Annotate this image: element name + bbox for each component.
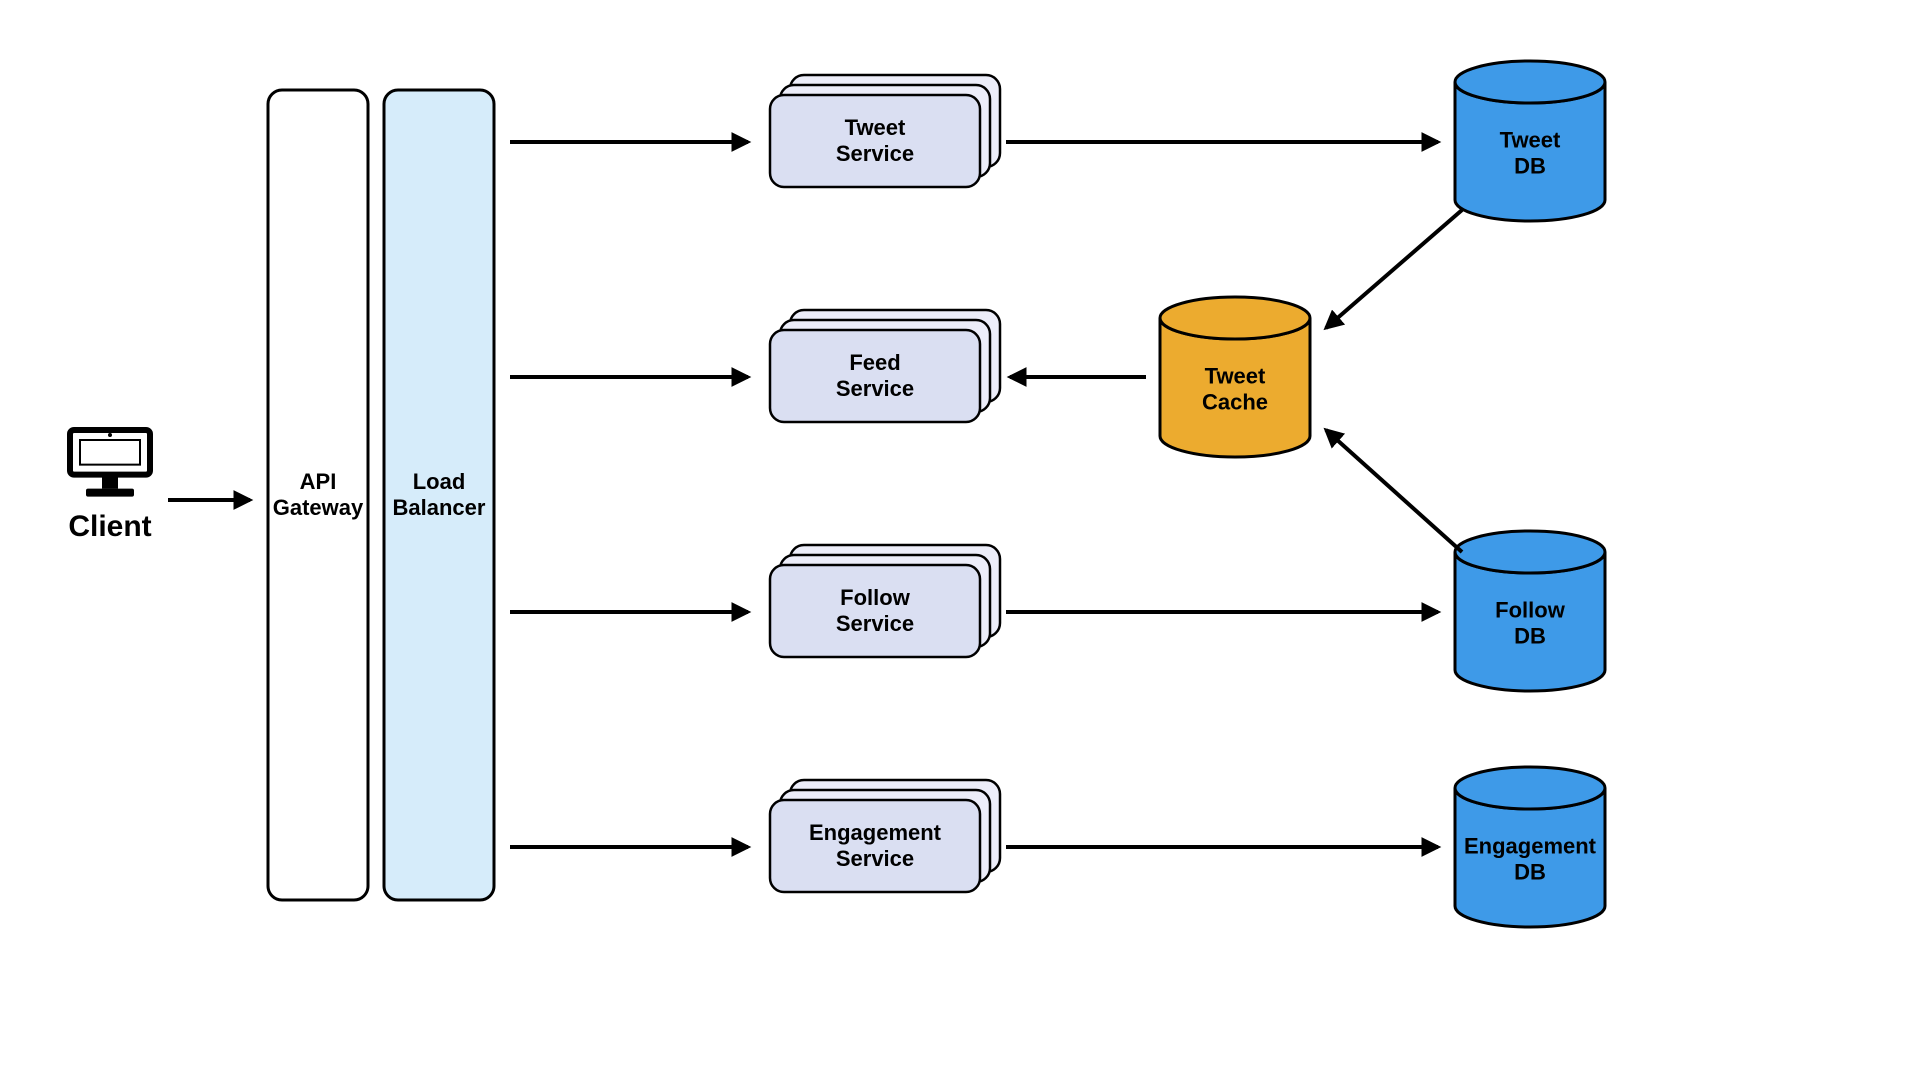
svg-text:Cache: Cache: [1202, 389, 1268, 414]
svg-text:Gateway: Gateway: [273, 495, 364, 520]
svg-text:Engagement: Engagement: [809, 820, 942, 845]
svg-text:Service: Service: [836, 846, 914, 871]
svg-text:Tweet: Tweet: [1500, 127, 1561, 152]
follow-service: FollowService: [770, 545, 1000, 657]
tweet-db: TweetDB: [1455, 61, 1605, 221]
engagement-service: EngagementService: [770, 780, 1000, 892]
followdb-to-cache: [1326, 430, 1462, 552]
architecture-diagram: ClientAPIGatewayLoadBalancerTweetService…: [0, 0, 1920, 1080]
tweetdb-to-cache: [1326, 210, 1462, 328]
engagement-db: EngagementDB: [1455, 767, 1605, 927]
svg-text:Client: Client: [68, 510, 151, 543]
svg-text:Balancer: Balancer: [393, 495, 486, 520]
svg-text:Tweet: Tweet: [1205, 363, 1266, 388]
follow-db: FollowDB: [1455, 531, 1605, 691]
svg-text:DB: DB: [1514, 153, 1546, 178]
svg-text:Follow: Follow: [1495, 597, 1566, 622]
svg-text:DB: DB: [1514, 623, 1546, 648]
svg-text:DB: DB: [1514, 859, 1546, 884]
svg-text:Load: Load: [413, 469, 466, 494]
svg-text:Service: Service: [836, 376, 914, 401]
client-icon: Client: [68, 430, 151, 543]
tweet-cache: TweetCache: [1160, 297, 1310, 457]
svg-text:Service: Service: [836, 141, 914, 166]
svg-text:Follow: Follow: [840, 585, 911, 610]
api_gateway: APIGateway: [268, 90, 368, 900]
svg-text:Feed: Feed: [849, 350, 900, 375]
svg-text:Tweet: Tweet: [845, 115, 906, 140]
svg-text:Service: Service: [836, 611, 914, 636]
tweet-service: TweetService: [770, 75, 1000, 187]
svg-text:API: API: [300, 469, 337, 494]
feed-service: FeedService: [770, 310, 1000, 422]
load_balancer: LoadBalancer: [384, 90, 494, 900]
svg-text:Engagement: Engagement: [1464, 833, 1597, 858]
